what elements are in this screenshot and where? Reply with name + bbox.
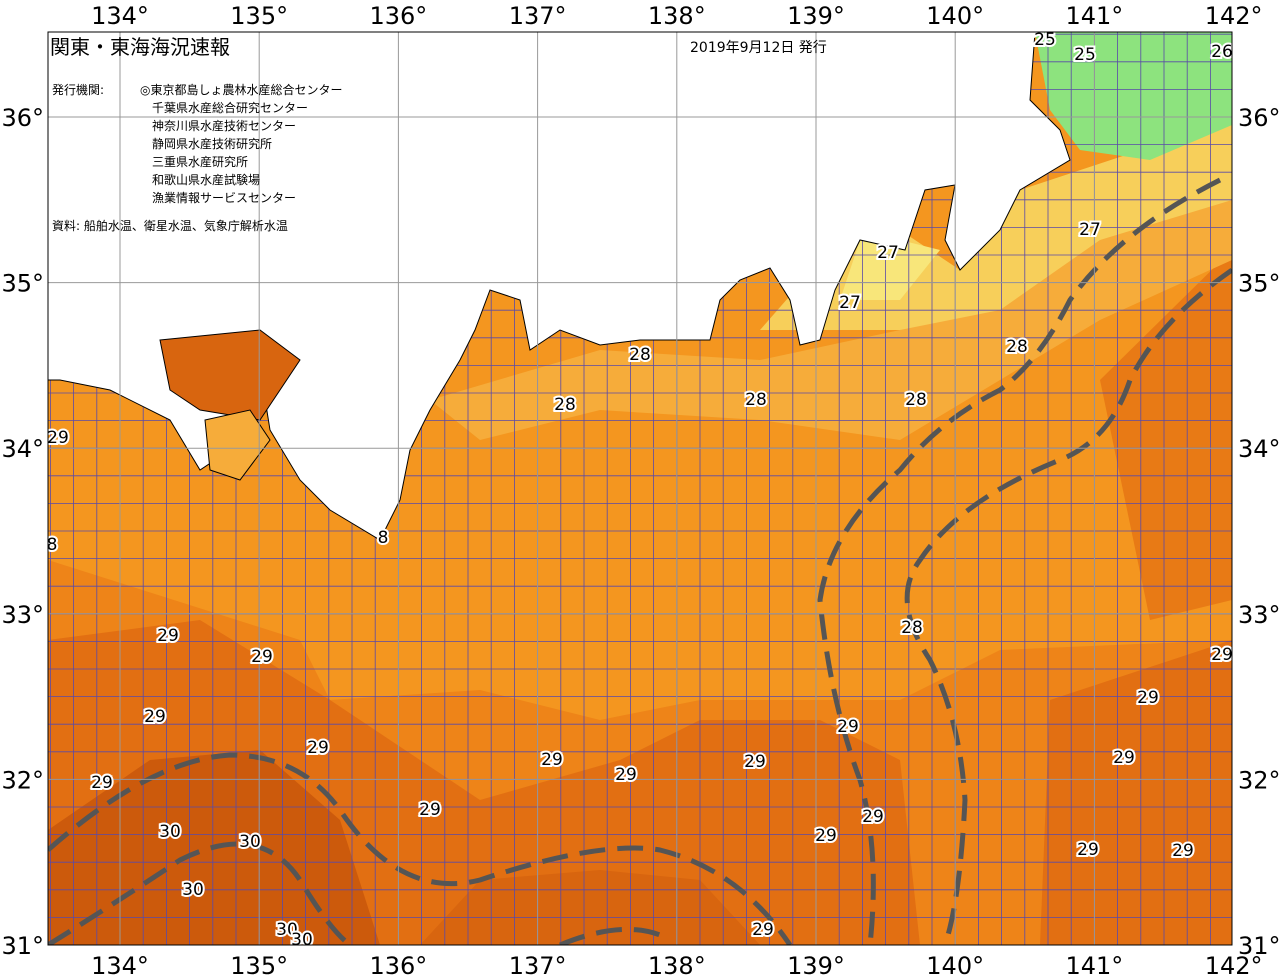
contour-label: 29	[144, 707, 166, 727]
map-frame	[47, 31, 1233, 946]
lon-label: 137°	[509, 952, 567, 980]
island	[159, 329, 301, 421]
lat-label: 35°	[1, 270, 44, 298]
contour-label: 28	[905, 390, 927, 410]
contour-label: 27	[877, 243, 899, 263]
issuer: ◎東京都島しょ農林水産総合センター	[140, 82, 342, 97]
contour-label: 25	[1074, 45, 1096, 65]
contour-label: 8	[378, 528, 389, 548]
lat-label: 36°	[1238, 104, 1280, 132]
issuer: 千葉県水産総合研究センター	[152, 100, 308, 115]
lat-label: 34°	[1, 435, 44, 463]
lon-label: 135°	[230, 2, 288, 30]
contour-label: 29	[157, 626, 179, 646]
source-note: 資料: 船舶水温、衛星水温、気象庁解析水温	[52, 218, 288, 233]
contour-label: 30	[182, 880, 204, 900]
contour-label: 30	[239, 832, 261, 852]
contour-label: 29	[307, 738, 329, 758]
contour-label: 30	[291, 930, 313, 950]
contour-label: 29	[47, 428, 69, 448]
contour-label: 30	[159, 822, 181, 842]
contour-label: 28	[629, 345, 651, 365]
contour-label: 27	[1079, 220, 1101, 240]
contour-label: 25	[1034, 30, 1056, 50]
contour-label: 29	[1211, 645, 1233, 665]
lon-label: 135°	[230, 952, 288, 980]
kuroshio-axis	[48, 177, 1232, 945]
contour-label: 29	[837, 717, 859, 737]
contour-label: 29	[862, 807, 884, 827]
contour-label: 28	[1006, 337, 1028, 357]
lat-label: 35°	[1238, 270, 1280, 298]
contour-label: 28	[745, 390, 767, 410]
title: 関東・東海海況速報	[50, 35, 230, 59]
contour-label: 8	[47, 535, 58, 555]
contour-label: 29	[419, 800, 441, 820]
lon-label: 138°	[648, 952, 706, 980]
issuer-list: ◎東京都島しょ農林水産総合センター千葉県水産総合研究センター神奈川県水産技術セン…	[140, 82, 342, 205]
contour-label: 29	[91, 773, 113, 793]
lon-label: 142°	[1205, 2, 1263, 30]
issuer-label: 発行機関:	[52, 82, 104, 97]
lon-label: 139°	[787, 952, 845, 980]
issuer: 和歌山県水産試験場	[152, 172, 260, 187]
lon-label: 141°	[1065, 952, 1123, 980]
contour-label: 29	[1113, 748, 1135, 768]
lon-label: 141°	[1065, 2, 1123, 30]
lon-label: 139°	[787, 2, 845, 30]
lat-label: 31°	[1238, 932, 1280, 960]
contour-label: 29	[815, 826, 837, 846]
sea-field: 25 25 26 27 27 27 28 28 28 28 28 29 8 8 28 29 29 29 29 29 29…	[47, 30, 1233, 950]
contour-label: 27	[839, 293, 861, 313]
lat-label: 36°	[1, 104, 44, 132]
lat-label: 32°	[1238, 766, 1280, 794]
contour-label: 26	[1211, 42, 1233, 62]
contour-label: 28	[554, 395, 576, 415]
lon-label: 142°	[1205, 952, 1263, 980]
issuer: 神奈川県水産技術センター	[152, 118, 296, 133]
contour-label: 29	[752, 920, 774, 940]
lon-label: 140°	[926, 2, 984, 30]
lat-label: 32°	[1, 766, 44, 794]
lon-label: 136°	[369, 952, 427, 980]
issuer: 三重県水産研究所	[152, 154, 248, 169]
contour-label: 29	[615, 765, 637, 785]
island	[204, 409, 271, 481]
contour-label: 29	[1137, 688, 1159, 708]
issue-date: 2019年9月12日 発行	[690, 40, 827, 56]
issuer: 静岡県水産技術研究所	[152, 136, 272, 151]
degree-grid	[48, 32, 1232, 945]
contour-label: 29	[744, 752, 766, 772]
contour-label: 29	[541, 750, 563, 770]
lon-label: 134°	[91, 952, 149, 980]
contour-label: 30	[276, 920, 298, 940]
lat-label: 33°	[1238, 601, 1280, 629]
lat-label: 31°	[1, 932, 44, 960]
lon-label: 137°	[509, 2, 567, 30]
contour-label: 29	[1172, 841, 1194, 861]
contour-label: 29	[1077, 840, 1099, 860]
lon-label: 140°	[926, 952, 984, 980]
lat-label: 34°	[1238, 435, 1280, 463]
issuer: 漁業情報サービスセンター	[152, 191, 296, 205]
contour-label: 28	[901, 618, 923, 638]
contour-label: 29	[251, 647, 273, 667]
lon-label: 134°	[91, 2, 149, 30]
lon-label: 136°	[369, 2, 427, 30]
lat-label: 33°	[1, 601, 44, 629]
lon-label: 138°	[648, 2, 706, 30]
